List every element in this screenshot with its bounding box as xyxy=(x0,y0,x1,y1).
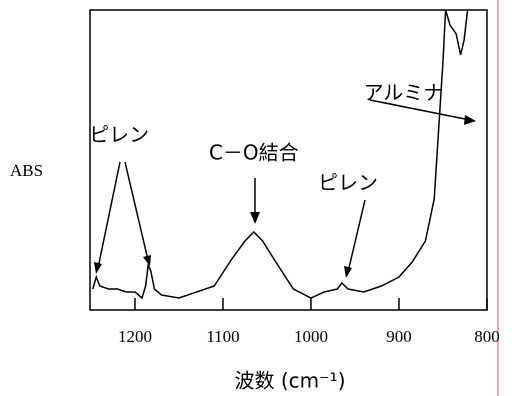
annotation: C－O結合 xyxy=(209,141,299,165)
x-tick-label: 1000 xyxy=(294,327,328,346)
plot-frame xyxy=(89,9,488,311)
y-axis-label: ABS xyxy=(10,161,43,180)
annotation: ピレン xyxy=(89,123,149,147)
arrows xyxy=(97,99,471,273)
x-tick-label: 800 xyxy=(474,327,500,346)
x-tick-label: 1200 xyxy=(118,327,152,346)
x-tick-label: 900 xyxy=(386,327,412,346)
annotation: ピレン xyxy=(318,171,378,195)
spectrum-line xyxy=(92,9,469,300)
x-axis-label: 波数 (cm⁻¹) xyxy=(234,369,345,393)
arrow-heads xyxy=(94,115,476,278)
x-tick-label: 1100 xyxy=(206,327,239,346)
annotation: アルミナ xyxy=(363,81,443,105)
